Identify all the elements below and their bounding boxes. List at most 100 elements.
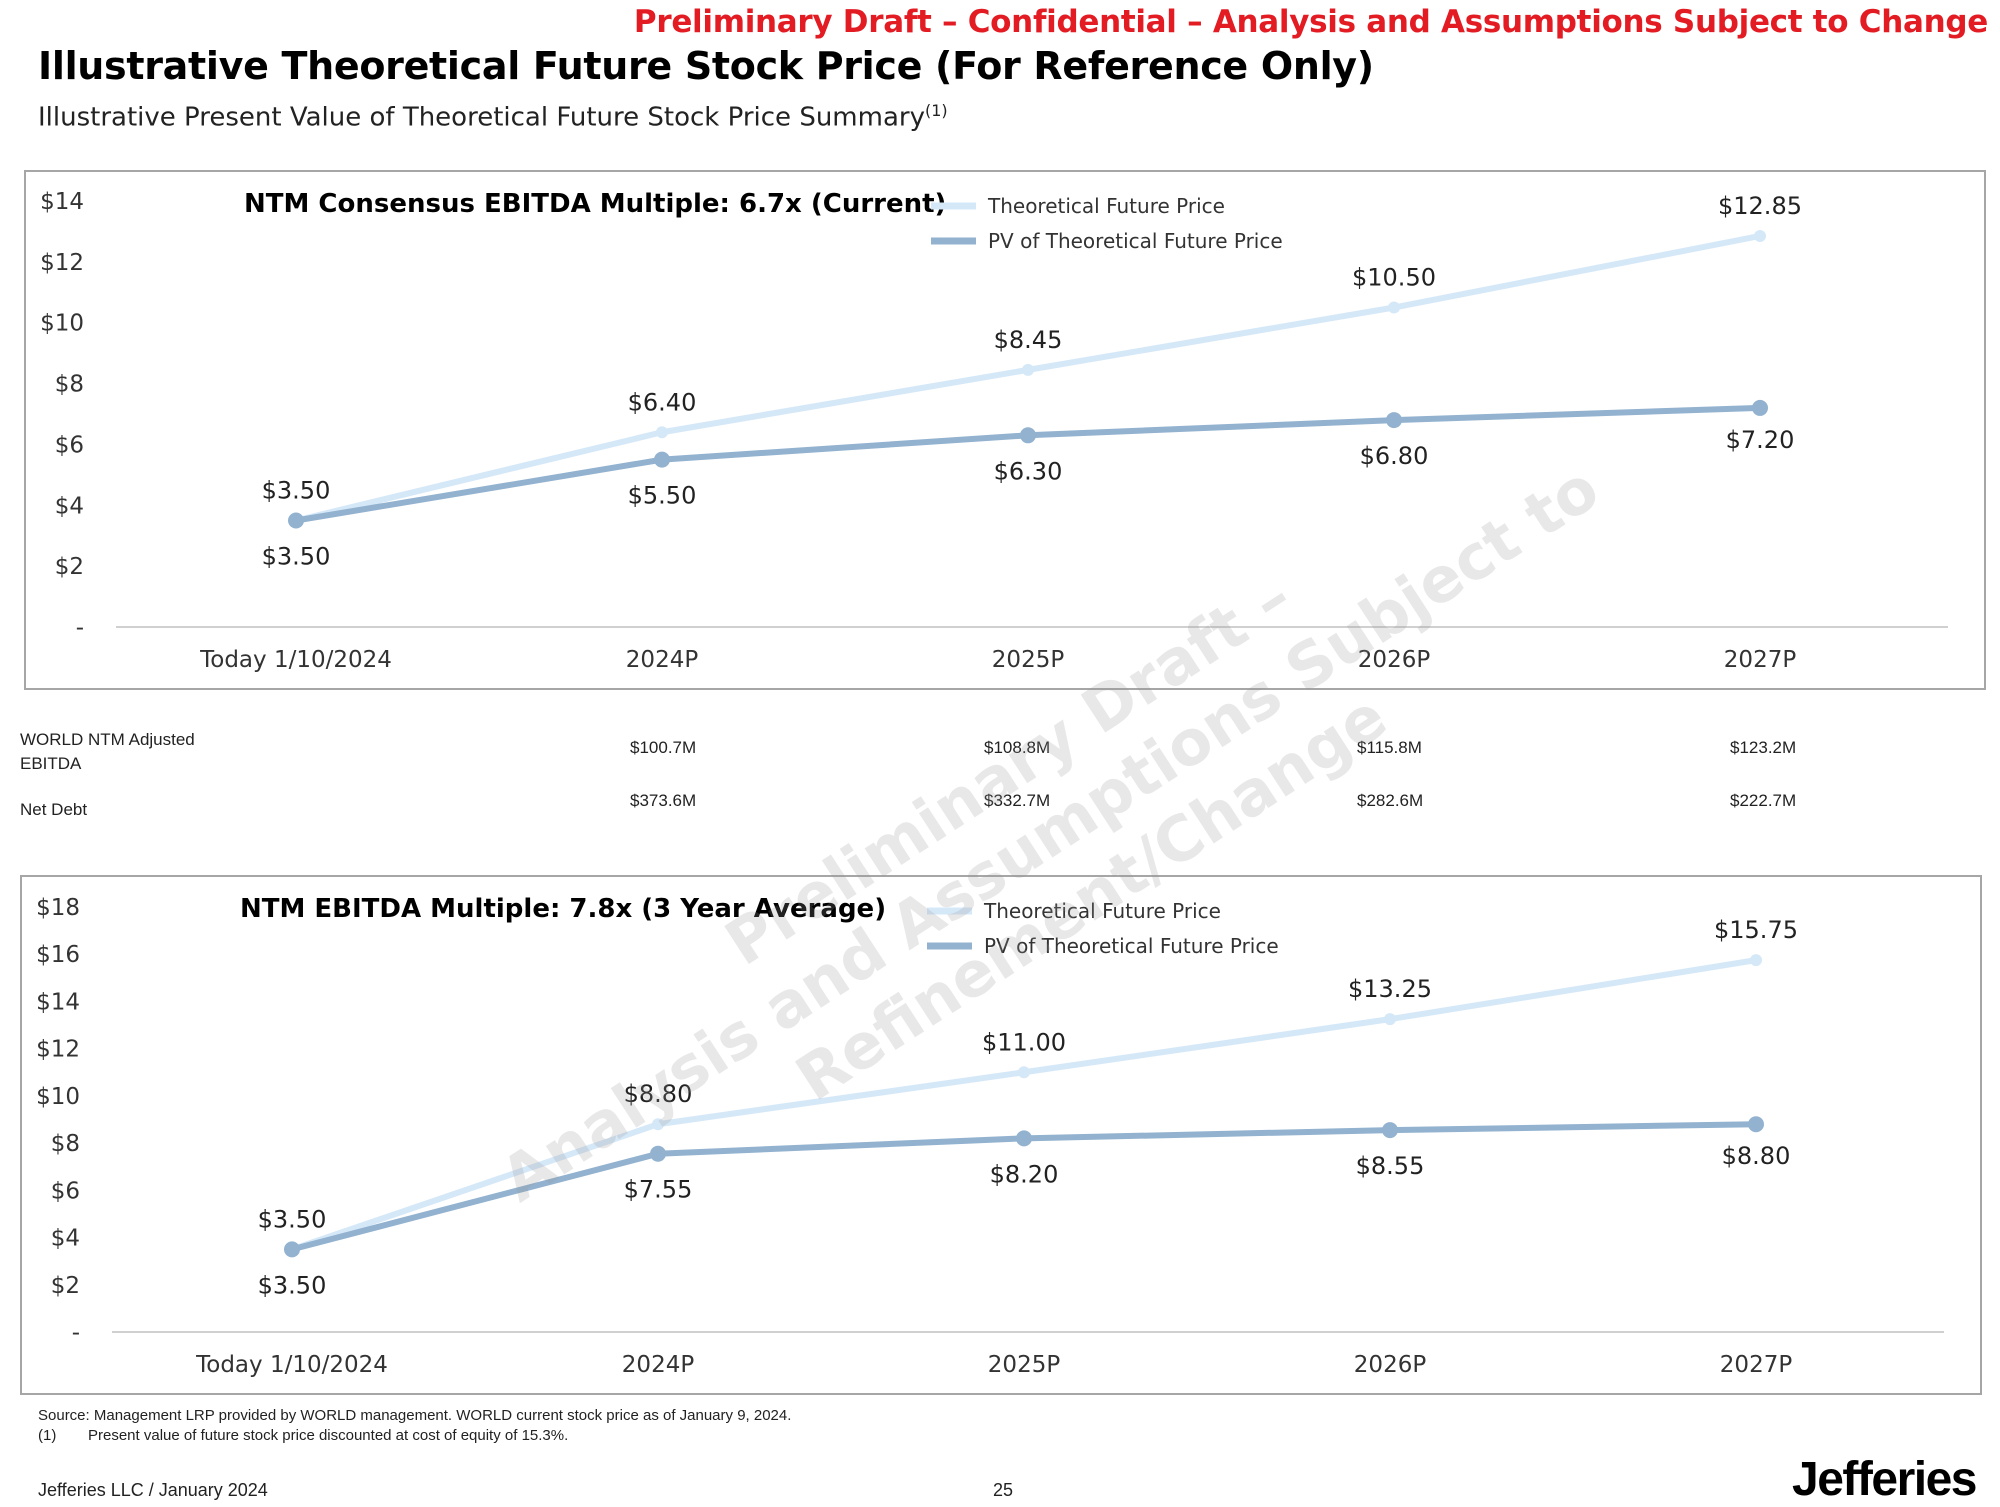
- confidential-banner: Preliminary Draft – Confidential – Analy…: [633, 4, 1988, 40]
- chart1-data-point: [1388, 301, 1400, 314]
- chart1-legend-label: PV of Theoretical Future Price: [988, 229, 1283, 253]
- chart1-ytick: $14: [40, 189, 84, 215]
- chart1-ytick: $8: [55, 372, 84, 398]
- chart2-data-point: [1748, 1116, 1764, 1133]
- chart1-ytick: $10: [40, 311, 84, 337]
- jefferies-logo: Jefferies: [1792, 1453, 1977, 1506]
- chart2-data-label: $7.55: [624, 1176, 693, 1204]
- chart2-data-point: [1750, 954, 1762, 967]
- chart-panel-current-multiple: - $2 $4 $6 $8 $10 $12 $14 Today 1/10/2024 2024P 20…: [24, 170, 1986, 690]
- chart2-data-label: $3.50: [258, 1271, 327, 1299]
- subtitle-footnote-marker: (1): [924, 101, 948, 120]
- chart2-ytick: $2: [51, 1273, 80, 1299]
- metric-label-ebitda: WORLD NTM Adjusted EBITDA: [20, 730, 195, 773]
- chart1-data-label: $6.80: [1360, 442, 1429, 470]
- chart1-data-point: [656, 426, 668, 439]
- page-number: 25: [993, 1480, 1014, 1500]
- chart2-xtick: 2025P: [988, 1352, 1061, 1378]
- ebitda-2024p: $100.7M: [630, 738, 697, 757]
- chart2-ytick: $12: [36, 1037, 80, 1063]
- chart1-ytick: $6: [55, 432, 84, 458]
- chart2-data-point: [1018, 1066, 1030, 1079]
- ebitda-2026p: $115.8M: [1357, 738, 1422, 757]
- chart2-data-point: [1384, 1013, 1396, 1026]
- page-subtitle: Illustrative Present Value of Theoretica…: [38, 101, 948, 133]
- chart-3yr-average: - $2 $4 $6 $8 $10 $12 $14 $16 $18 Today 1/10/2024 2…: [36, 894, 1944, 1378]
- chart1-data-label: $6.40: [628, 388, 697, 416]
- chart1-ytick: -: [76, 615, 84, 641]
- chart1-title: NTM Consensus EBITDA Multiple: 6.7x (Cur…: [244, 189, 946, 219]
- footnote-1: (1) Present value of future stock price d…: [38, 1426, 791, 1446]
- chart1-data-point: [1022, 363, 1034, 376]
- chart2-data-label: $11.00: [982, 1028, 1066, 1056]
- source-footnote: Source: Management LRP provided by WORLD…: [38, 1406, 791, 1446]
- chart2-title: NTM EBITDA Multiple: 7.8x (3 Year Averag…: [240, 894, 886, 924]
- chart1-xtick: 2027P: [1724, 647, 1797, 673]
- chart2-ytick: $8: [51, 1131, 80, 1157]
- chart2-data-label: $13.25: [1348, 975, 1432, 1003]
- page-title: Illustrative Theoretical Future Stock Pr…: [38, 44, 1374, 88]
- chart1-data-point: [1386, 412, 1402, 429]
- footer-firm-date: Jefferies LLC / January 2024: [38, 1480, 268, 1500]
- metric-label-net-debt: Net Debt: [20, 800, 88, 819]
- chart2-series-line: [291, 957, 1757, 1253]
- chart2-legend-label: Theoretical Future Price: [983, 899, 1221, 923]
- chart2-data-label: $8.55: [1356, 1152, 1425, 1180]
- chart2-data-point: [1382, 1122, 1398, 1139]
- chart1-ytick: $2: [55, 554, 84, 580]
- chart1-ytick: $4: [55, 493, 84, 519]
- chart1-data-label: $12.85: [1718, 192, 1802, 220]
- chart1-data-label: $3.50: [262, 543, 331, 571]
- chart2-xtick: 2027P: [1720, 1352, 1793, 1378]
- chart1-xtick: 2026P: [1358, 647, 1431, 673]
- chart-current-multiple: - $2 $4 $6 $8 $10 $12 $14 Today 1/10/2024 2024P 20…: [40, 189, 1948, 673]
- chart2-data-label: $8.20: [990, 1160, 1059, 1188]
- chart2-ytick: $4: [51, 1226, 80, 1252]
- chart1-data-point: [1754, 229, 1766, 242]
- chart1-xtick: Today 1/10/2024: [199, 647, 392, 673]
- chart2-data-point: [1016, 1130, 1032, 1147]
- chart2-data-point: [652, 1118, 664, 1131]
- chart1-data-point: [654, 451, 670, 468]
- chart2-ytick: $10: [36, 1084, 80, 1110]
- chart2-legend-label: PV of Theoretical Future Price: [984, 934, 1279, 958]
- chart2-xtick: 2024P: [622, 1352, 695, 1378]
- chart2-data-label: $3.50: [258, 1205, 327, 1233]
- chart1-xtick: 2024P: [626, 647, 699, 673]
- chart2-ytick: $14: [36, 989, 80, 1015]
- chart2-data-label: $8.80: [1722, 1142, 1791, 1170]
- chart2-ytick: -: [72, 1320, 80, 1346]
- net-debt-2026p: $282.6M: [1357, 791, 1424, 810]
- chart1-data-label: $7.20: [1726, 426, 1795, 454]
- chart1-legend-label: Theoretical Future Price: [987, 194, 1225, 218]
- chart2-data-label: $8.80: [624, 1080, 693, 1108]
- ebitda-2025p: $108.8M: [984, 738, 1051, 757]
- chart2-data-label: $15.75: [1714, 916, 1798, 944]
- chart1-data-label: $6.30: [994, 457, 1063, 485]
- source-text: Source: Management LRP provided by WORLD…: [38, 1407, 792, 1424]
- net-debt-2025p: $332.7M: [984, 791, 1051, 810]
- net-debt-2027p: $222.7M: [1730, 791, 1797, 810]
- chart1-data-point: [288, 512, 304, 529]
- chart1-ytick: $12: [40, 250, 84, 276]
- chart-panel-3yr-average: - $2 $4 $6 $8 $10 $12 $14 $16 $18 Today 1/10/2024 2…: [20, 875, 1982, 1395]
- chart2-data-point: [650, 1145, 666, 1162]
- net-debt-2024p: $373.6M: [630, 791, 697, 810]
- ebitda-2027p: $123.2M: [1730, 738, 1797, 757]
- chart1-data-label: $3.50: [262, 477, 331, 505]
- chart1-data-label: $5.50: [628, 482, 697, 510]
- chart1-xtick: 2025P: [992, 647, 1065, 673]
- chart2-ytick: $16: [36, 942, 80, 968]
- chart2-ytick: $6: [51, 1178, 80, 1204]
- chart1-data-label: $8.45: [994, 326, 1063, 354]
- footnote-1-text: Present value of future stock price disc…: [88, 1427, 569, 1444]
- chart1-data-point: [1020, 427, 1036, 444]
- chart2-data-point: [284, 1241, 300, 1258]
- chart2-xtick: Today 1/10/2024: [195, 1352, 388, 1378]
- footnote-1-marker: (1): [38, 1427, 57, 1444]
- chart2-xtick: 2026P: [1354, 1352, 1427, 1378]
- subtitle-text: Illustrative Present Value of Theoretica…: [38, 102, 925, 133]
- chart2-ytick: $18: [36, 895, 80, 921]
- chart1-data-label: $10.50: [1352, 264, 1436, 292]
- chart1-data-point: [1752, 399, 1768, 416]
